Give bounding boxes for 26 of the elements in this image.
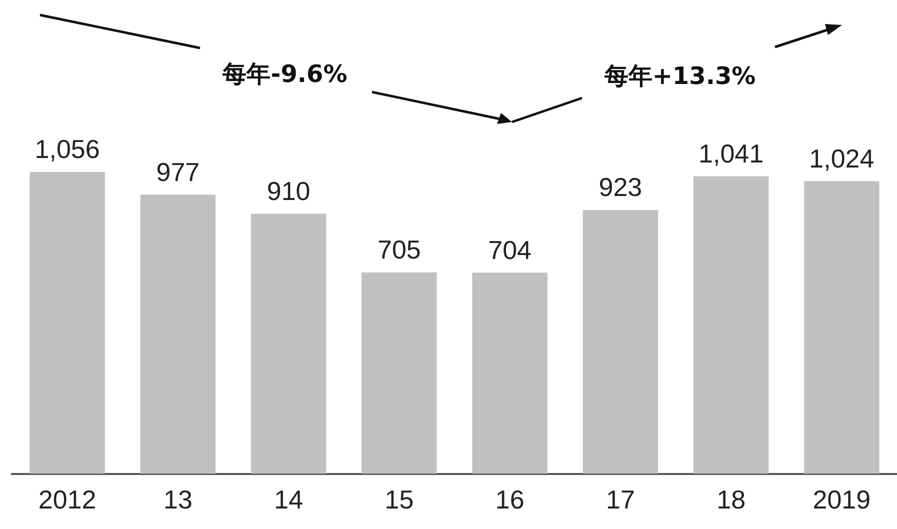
data-label: 1,041 — [698, 138, 764, 168]
text: 每年+13.3% — [604, 61, 756, 92]
x-tick-label: 2019 — [812, 484, 871, 515]
bar — [250, 214, 326, 474]
data-label: 977 — [156, 156, 200, 187]
bar — [140, 194, 216, 474]
x-tick-label: 14 — [274, 484, 304, 515]
bar — [30, 172, 105, 474]
text: 每年-9.6% — [222, 59, 348, 90]
x-tick-label: 2012 — [38, 484, 96, 515]
bar — [472, 272, 548, 474]
data-label: 1,056 — [34, 134, 100, 164]
data-label: 705 — [377, 234, 421, 264]
bar — [693, 176, 769, 474]
data-label: 704 — [488, 234, 532, 265]
x-tick-label: 15 — [384, 484, 414, 515]
bar — [582, 210, 658, 474]
x-tick-label: 16 — [495, 484, 524, 515]
data-label: 1,024 — [809, 143, 874, 174]
x-tick-label: 13 — [163, 484, 192, 515]
x-tick-label: 18 — [716, 484, 746, 515]
bar — [804, 181, 880, 474]
data-label: 910 — [266, 176, 310, 206]
bar — [362, 272, 437, 474]
x-tick-label: 17 — [606, 484, 635, 515]
data-label: 923 — [598, 172, 642, 202]
